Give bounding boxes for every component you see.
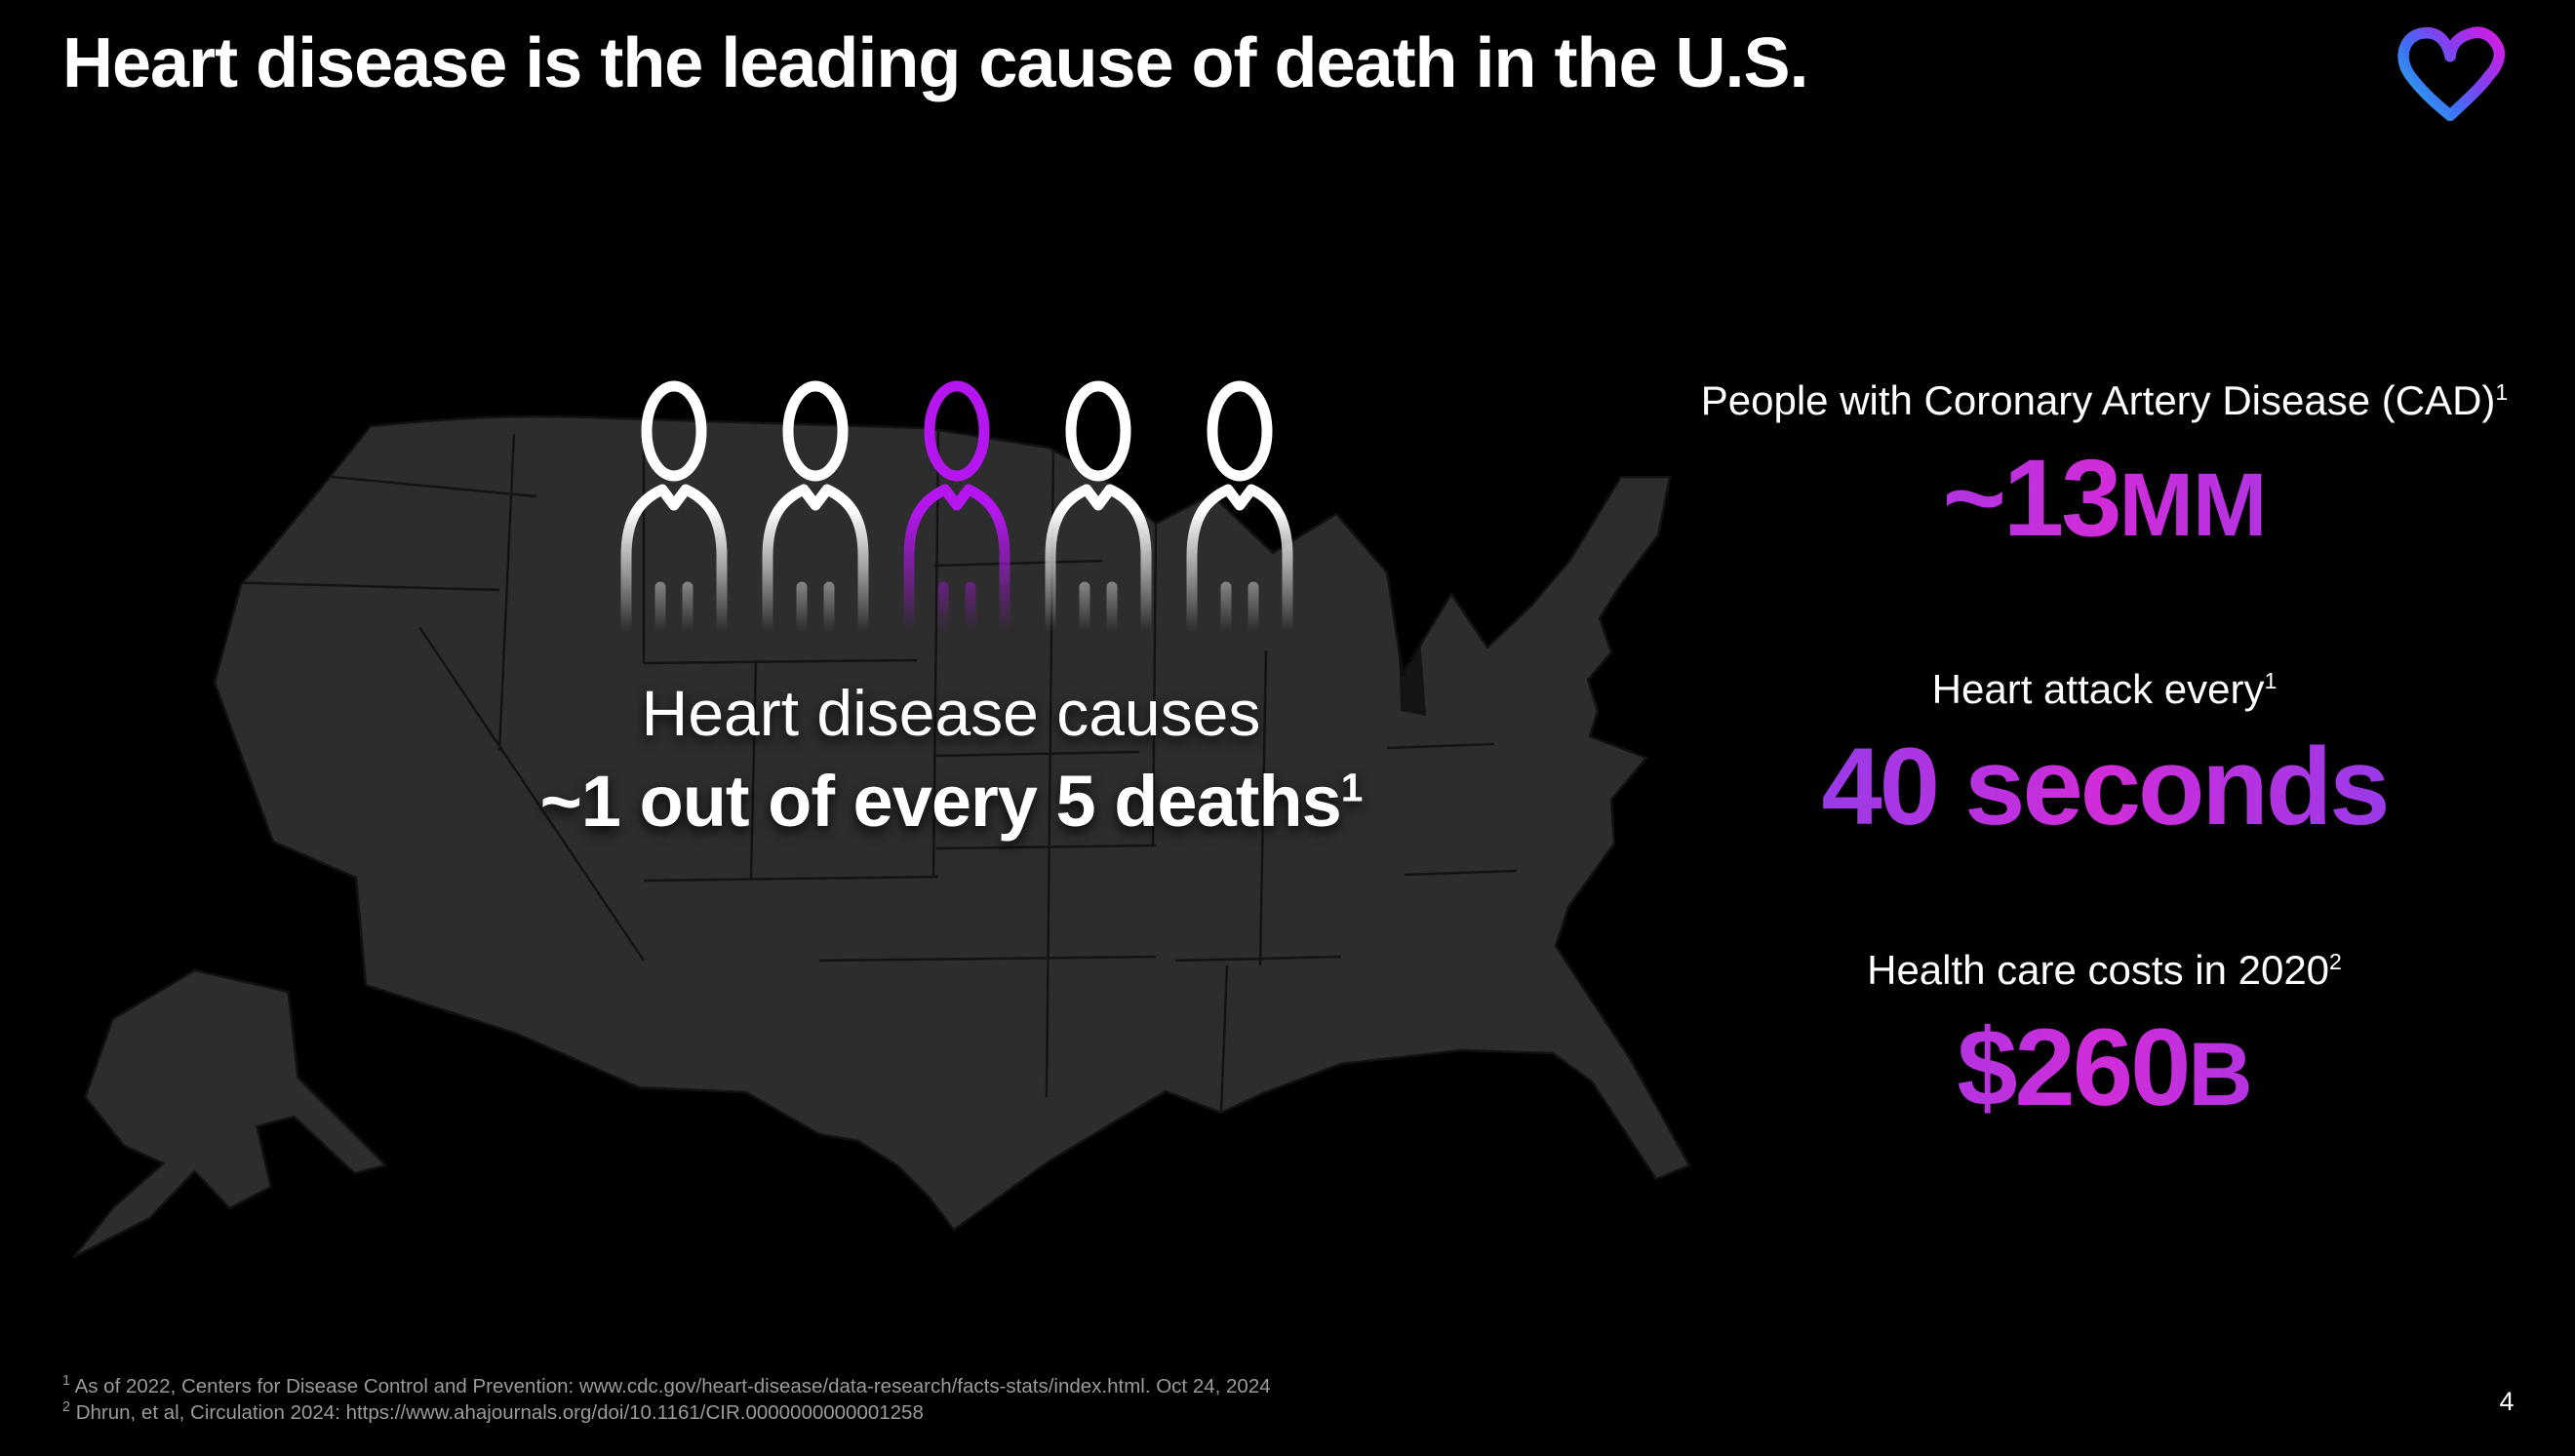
alaska-map	[72, 968, 388, 1259]
stat-costs: Health care costs in 20202 $260B	[1673, 945, 2536, 1133]
page-number: 4	[2499, 1387, 2515, 1416]
caption-line-2: ~1 out of every 5 deaths1	[539, 761, 1364, 842]
person-icon	[762, 380, 869, 642]
stats-column: People with Coronary Artery Disease (CAD…	[1673, 0, 2536, 1456]
footnote-marker: 1	[1340, 765, 1364, 810]
stat-value: $260B	[1673, 1009, 2536, 1133]
footnote: 1 As of 2022, Centers for Disease Contro…	[62, 1373, 1271, 1397]
footnotes: 1 As of 2022, Centers for Disease Contro…	[62, 1373, 1271, 1426]
stat-unit: MM	[2119, 455, 2267, 555]
stat-label: Heart attack every1	[1931, 666, 2278, 712]
stat-cad: People with Coronary Artery Disease (CAD…	[1673, 375, 2536, 564]
map-caption: Heart disease causes ~1 out of every 5 d…	[444, 671, 1458, 848]
heart-infinity-icon	[2390, 25, 2515, 123]
footnote-marker: 2	[2329, 949, 2342, 974]
person-icon-highlighted	[903, 380, 1010, 642]
state-border-lines	[218, 424, 1518, 1114]
us-map-silhouette	[213, 414, 1691, 1232]
footnote-marker: 1	[2495, 379, 2509, 405]
person-icon	[620, 380, 728, 642]
stat-value: ~13MM	[1673, 440, 2536, 564]
alaska-silhouette	[72, 968, 388, 1259]
page-title: Heart disease is the leading cause of de…	[62, 24, 1809, 102]
stat-unit: B	[2188, 1025, 2252, 1124]
stat-label: People with Coronary Artery Disease (CAD…	[1700, 377, 2509, 423]
footnote-marker: 1	[2264, 668, 2278, 693]
stat-label: Health care costs in 20202	[1867, 947, 2342, 993]
us-map	[213, 414, 1691, 1232]
stat-value: 40 seconds	[1673, 728, 2536, 852]
stat-heart-attack: Heart attack every1 40 seconds	[1673, 664, 2536, 852]
footnote: 2 Dhrun, et al, Circulation 2024: https:…	[62, 1399, 924, 1424]
caption-line-1: Heart disease causes	[641, 677, 1261, 749]
person-icon-row	[614, 376, 1300, 642]
person-icon	[1186, 380, 1293, 642]
person-icon	[1045, 380, 1152, 642]
